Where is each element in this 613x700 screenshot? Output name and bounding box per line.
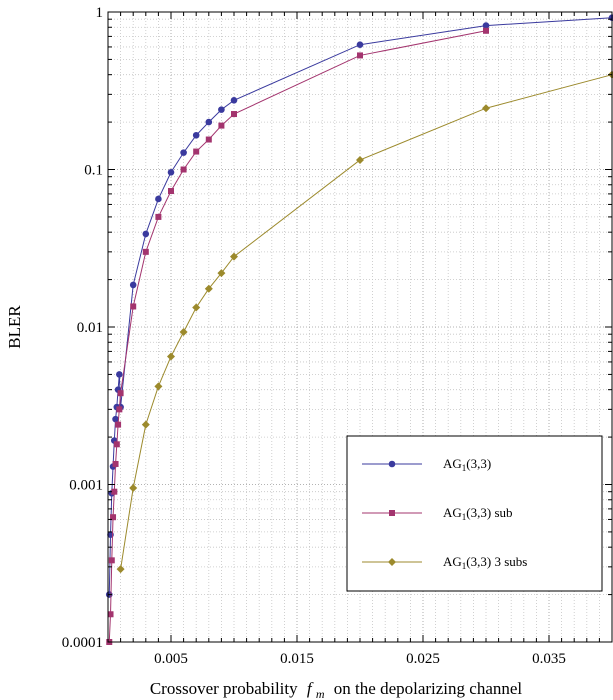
data-point-circle <box>230 97 238 104</box>
legend-label-base: AG <box>443 554 462 569</box>
x-axis-label-text: Crossover probability <box>150 679 298 698</box>
data-point-square <box>111 488 118 495</box>
data-point-square <box>357 52 363 59</box>
data-point-diamond <box>217 269 226 278</box>
data-point-diamond <box>192 303 201 312</box>
legend-label-base: AG <box>443 456 462 471</box>
x-axis-label-symbol: f <box>307 679 314 698</box>
data-point-square <box>193 148 200 155</box>
legend-label-sub: 1 <box>462 463 467 473</box>
data-point-square <box>107 611 114 618</box>
data-point-square <box>180 166 187 173</box>
data-point-square <box>112 460 119 467</box>
x-axis-label-subscript: m <box>316 687 325 700</box>
data-point-diamond <box>116 565 125 574</box>
data-point-circle <box>129 281 137 289</box>
x-tick-label: 0.015 <box>280 651 314 667</box>
x-tick-label: 0.025 <box>406 651 440 667</box>
legend-label: AG1(3,3) <box>443 456 491 473</box>
data-point-square <box>116 406 123 413</box>
data-point-circle <box>218 106 225 113</box>
data-point-square <box>483 27 489 34</box>
data-point-circle <box>112 415 119 423</box>
data-point-square <box>108 557 115 564</box>
data-point-square <box>142 248 149 255</box>
data-point-diamond <box>482 104 490 113</box>
x-axis-label: Crossover probability f m on the depolar… <box>150 679 523 700</box>
data-point-square <box>205 136 212 143</box>
x-axis-label-suffix: on the depolarizing channel <box>334 679 523 698</box>
legend-label-sub: 1 <box>462 512 467 522</box>
data-point-diamond <box>204 284 213 293</box>
data-point-circle <box>482 22 490 29</box>
ticks <box>108 12 612 643</box>
data-point-square <box>231 111 237 118</box>
legend-label: AG1(3,3) 3 subs <box>443 554 527 571</box>
tick-labels: 0.005 0.015 0.025 0.035 0.0001 0.001 0.01 0.1 1 <box>62 5 566 667</box>
data-point-circle <box>155 195 162 203</box>
y-tick-label: 0.001 <box>69 478 103 494</box>
legend-label-rest: (3,3) 3 subs <box>466 554 527 569</box>
legend-label: AG1(3,3) sub <box>443 505 513 522</box>
data-point-diamond <box>129 484 138 493</box>
legend-label-rest: (3,3) sub <box>466 505 512 520</box>
series-1 <box>105 14 613 598</box>
data-point-diamond <box>141 420 150 429</box>
data-point-square <box>130 303 137 310</box>
data-point-diamond <box>356 155 364 164</box>
data-point-circle <box>192 131 200 139</box>
series-line <box>108 17 613 595</box>
data-point-circle <box>167 168 175 176</box>
data-point-square <box>117 390 124 397</box>
data-point-circle <box>388 460 396 468</box>
x-tick-label: 0.035 <box>532 651 566 667</box>
legend-label-base: AG <box>443 505 462 520</box>
legend-label-rest: (3,3) <box>466 456 491 471</box>
legend-item: AG1(3,3) sub <box>362 505 513 522</box>
y-tick-label: 1 <box>96 5 104 21</box>
data-point-square <box>113 441 120 448</box>
y-tick-label: 0.1 <box>84 163 103 179</box>
series-2 <box>106 27 489 645</box>
y-axis-label: BLER <box>5 305 24 349</box>
data-point-square <box>155 213 162 220</box>
data-point-circle <box>180 149 187 156</box>
data-point-diamond <box>388 558 396 566</box>
data-point-diamond <box>179 327 188 336</box>
legend-item: AG1(3,3) 3 subs <box>362 554 527 571</box>
data-point-square <box>389 510 395 516</box>
y-tick-label: 0.0001 <box>62 635 103 651</box>
y-tick-label: 0.01 <box>77 320 103 336</box>
data-point-diamond <box>230 252 238 261</box>
data-point-square <box>218 122 225 129</box>
data-point-circle <box>142 230 150 238</box>
data-point-circle <box>116 371 123 378</box>
data-point-square <box>115 421 122 428</box>
data-point-square <box>168 188 174 195</box>
data-point-diamond <box>154 382 163 391</box>
data-point-circle <box>356 41 364 48</box>
legend-item: AG1(3,3) <box>362 456 491 473</box>
legend-label-sub: 1 <box>462 561 467 571</box>
data-point-square <box>110 514 117 521</box>
data-point-diamond <box>167 352 175 361</box>
data-point-circle <box>205 118 213 126</box>
x-tick-label: 0.005 <box>154 651 188 667</box>
